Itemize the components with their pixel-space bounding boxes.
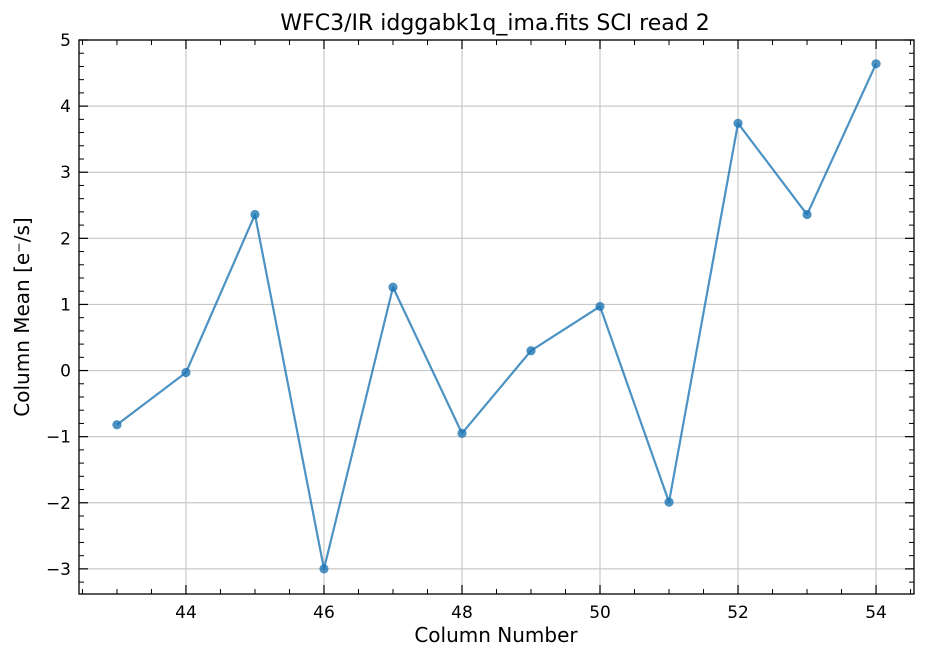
x-tick-label: 50 bbox=[589, 603, 611, 623]
x-tick-label: 54 bbox=[865, 603, 887, 623]
y-axis-label: Column Mean [e⁻/s] bbox=[10, 217, 34, 416]
y-tick-label: −1 bbox=[46, 428, 71, 448]
data-point bbox=[595, 302, 604, 311]
y-tick-label: 1 bbox=[60, 295, 71, 315]
y-tick-label: 0 bbox=[60, 362, 71, 382]
data-point bbox=[181, 368, 190, 377]
y-tick-label: −3 bbox=[46, 560, 71, 580]
y-tick-label: 4 bbox=[60, 97, 71, 117]
data-point bbox=[664, 498, 673, 507]
data-point bbox=[802, 210, 811, 219]
plot-frame bbox=[79, 40, 914, 594]
x-axis-label: Column Number bbox=[414, 623, 578, 647]
data-point bbox=[457, 429, 466, 438]
chart-title: WFC3/IR idggabk1q_ima.fits SCI read 2 bbox=[280, 11, 709, 36]
data-point bbox=[733, 119, 742, 128]
series bbox=[112, 59, 880, 573]
data-point bbox=[388, 283, 397, 292]
x-tick-label: 46 bbox=[313, 603, 335, 623]
data-point bbox=[250, 210, 259, 219]
y-tick-label: 2 bbox=[60, 229, 71, 249]
data-point bbox=[871, 59, 880, 68]
ticks bbox=[79, 40, 914, 594]
data-point bbox=[112, 420, 121, 429]
series-line bbox=[117, 64, 876, 569]
y-tick-label: 5 bbox=[60, 31, 71, 51]
x-tick-label: 44 bbox=[175, 603, 197, 623]
data-point bbox=[526, 346, 535, 355]
tick-labels: 44 46 48 50 52 54 −3 −2 −1 0 1 2 3 4 5 bbox=[46, 31, 887, 623]
x-tick-label: 52 bbox=[727, 603, 749, 623]
y-tick-label: 3 bbox=[60, 163, 71, 183]
data-point bbox=[319, 564, 328, 573]
grid bbox=[79, 40, 914, 594]
x-tick-label: 48 bbox=[451, 603, 473, 623]
y-tick-label: −2 bbox=[46, 494, 71, 514]
